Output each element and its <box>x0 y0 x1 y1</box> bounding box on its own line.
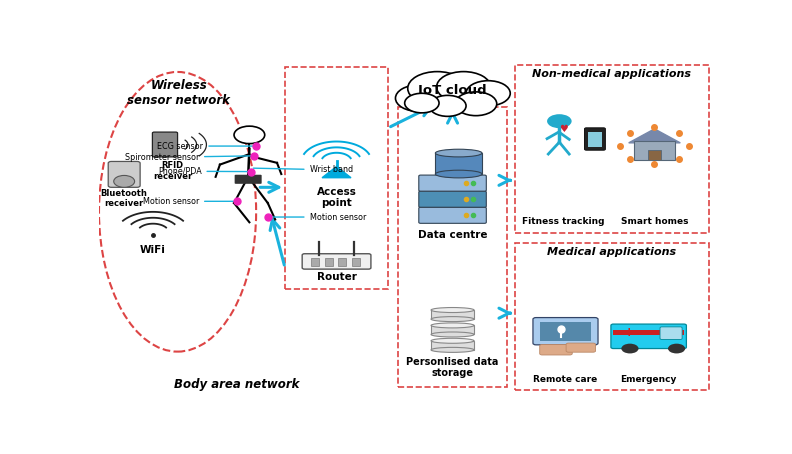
Text: +: + <box>623 326 634 339</box>
Circle shape <box>668 344 685 354</box>
FancyBboxPatch shape <box>660 327 682 340</box>
Text: Bluetooth
receiver: Bluetooth receiver <box>101 189 147 208</box>
FancyBboxPatch shape <box>533 318 598 345</box>
Text: Medical applications: Medical applications <box>547 247 676 257</box>
Text: Body area network: Body area network <box>174 378 300 391</box>
Bar <box>431 341 474 350</box>
Circle shape <box>114 175 135 188</box>
Text: Smart homes: Smart homes <box>621 217 688 226</box>
FancyBboxPatch shape <box>584 128 605 150</box>
Text: Remote care: Remote care <box>533 375 598 384</box>
FancyBboxPatch shape <box>419 175 486 191</box>
Text: Non-medical applications: Non-medical applications <box>532 69 691 79</box>
Bar <box>431 310 474 319</box>
FancyBboxPatch shape <box>419 191 486 207</box>
Text: ECG sensor: ECG sensor <box>158 142 253 151</box>
Ellipse shape <box>436 149 482 157</box>
Bar <box>588 132 602 148</box>
Circle shape <box>547 114 572 128</box>
Bar <box>613 331 684 335</box>
Bar <box>325 258 333 266</box>
Circle shape <box>466 81 510 106</box>
Text: Router: Router <box>317 272 356 282</box>
Ellipse shape <box>431 307 474 312</box>
Bar <box>431 326 474 335</box>
Circle shape <box>436 72 490 102</box>
Bar <box>539 322 592 341</box>
Text: WiFi: WiFi <box>140 245 166 255</box>
Ellipse shape <box>431 338 474 343</box>
Text: Fitness tracking: Fitness tracking <box>522 217 604 226</box>
Circle shape <box>395 85 442 112</box>
Circle shape <box>405 93 439 113</box>
Text: Wrist band: Wrist band <box>253 165 352 174</box>
Text: Data centre: Data centre <box>418 230 487 240</box>
Ellipse shape <box>431 316 474 321</box>
Text: Spirometer sensor: Spirometer sensor <box>124 153 252 162</box>
Text: ♥: ♥ <box>558 123 567 133</box>
Text: Motion sensor: Motion sensor <box>143 197 234 206</box>
Bar <box>634 142 676 160</box>
FancyBboxPatch shape <box>436 153 482 174</box>
Ellipse shape <box>431 323 474 328</box>
Circle shape <box>234 126 265 143</box>
Bar <box>311 258 319 266</box>
Circle shape <box>455 92 497 116</box>
Text: Access
point: Access point <box>317 187 356 208</box>
Bar <box>285 67 388 289</box>
FancyBboxPatch shape <box>611 324 687 349</box>
Circle shape <box>622 344 638 354</box>
FancyBboxPatch shape <box>152 132 177 157</box>
Bar <box>338 258 346 266</box>
FancyBboxPatch shape <box>419 207 486 223</box>
Ellipse shape <box>436 170 482 178</box>
FancyBboxPatch shape <box>566 343 596 352</box>
Polygon shape <box>629 129 680 143</box>
Bar <box>649 150 661 160</box>
Text: Personlised data
storage: Personlised data storage <box>406 357 499 379</box>
Ellipse shape <box>431 332 474 337</box>
Text: IoT cloud: IoT cloud <box>418 84 487 97</box>
Bar <box>352 258 360 266</box>
FancyBboxPatch shape <box>109 162 140 188</box>
Circle shape <box>408 72 466 105</box>
FancyBboxPatch shape <box>539 345 573 355</box>
Polygon shape <box>322 167 351 178</box>
Bar <box>515 243 709 390</box>
Text: Emergency: Emergency <box>620 375 676 384</box>
FancyBboxPatch shape <box>303 254 371 269</box>
FancyBboxPatch shape <box>234 175 261 184</box>
Text: Motion sensor: Motion sensor <box>271 212 366 222</box>
Text: Phone/PDA: Phone/PDA <box>158 167 248 176</box>
Bar <box>398 107 507 387</box>
Ellipse shape <box>431 347 474 352</box>
Text: Wireless
sensor network: Wireless sensor network <box>128 79 230 107</box>
Text: RFID
receiver: RFID receiver <box>153 162 192 181</box>
Circle shape <box>429 95 466 116</box>
Bar <box>515 65 709 233</box>
